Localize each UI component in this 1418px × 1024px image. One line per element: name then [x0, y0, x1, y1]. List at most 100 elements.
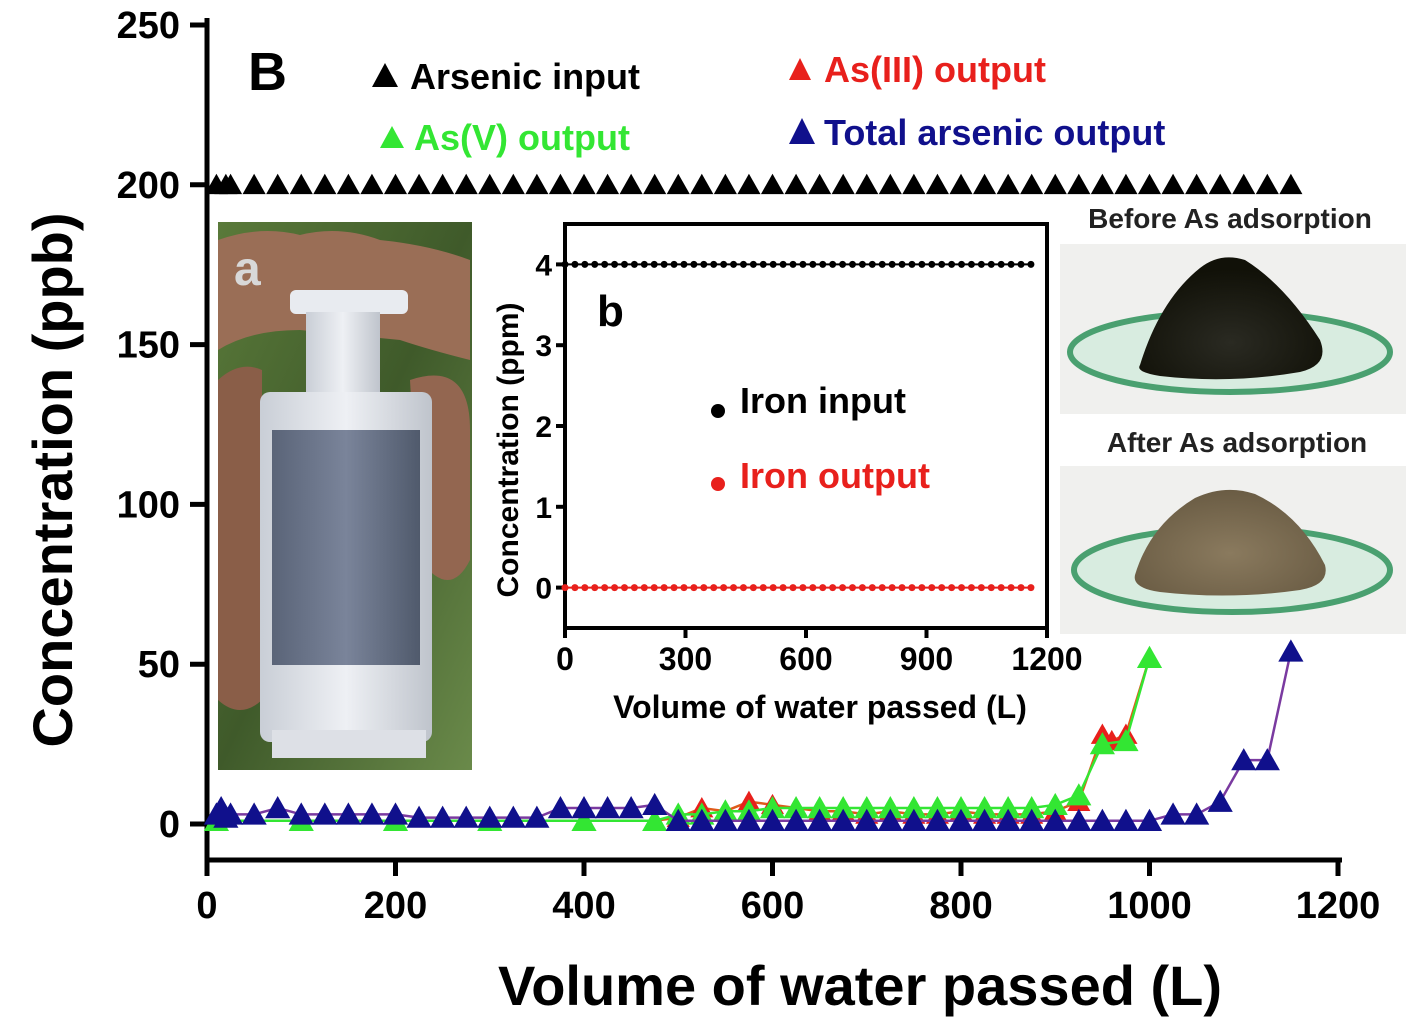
- point-arsenic-input: [454, 173, 478, 195]
- point-as5-output: [971, 796, 998, 819]
- point-total-output: [783, 808, 809, 832]
- main-x-tick-label: 1000: [1107, 885, 1192, 927]
- point-iron-input: [987, 260, 995, 268]
- point-iron-output: [620, 584, 628, 592]
- point-iron-input: [967, 260, 975, 268]
- point-iron-output: [918, 584, 926, 592]
- point-as5-output: [759, 796, 786, 819]
- inset-x-axis-label: Volume of water passed (L): [613, 689, 1027, 725]
- point-total-output: [948, 808, 974, 832]
- filter-cartridge-photo: a: [218, 222, 472, 770]
- main-x-tick-label: 800: [929, 885, 992, 927]
- point-iron-input: [581, 260, 589, 268]
- legend-marker-arsenic-input: [372, 63, 398, 87]
- main-y-tick-label: 200: [117, 165, 180, 207]
- point-total-output: [335, 802, 361, 825]
- point-total-output: [241, 802, 267, 825]
- point-arsenic-input: [1043, 173, 1067, 195]
- point-iron-output: [769, 584, 777, 592]
- legend-label-arsenic-input: Arsenic input: [410, 56, 640, 97]
- inset-y-tick-label: 1: [535, 492, 552, 525]
- series-iron-input: [561, 260, 1035, 268]
- point-iron-output: [601, 584, 609, 592]
- point-iron-input: [710, 260, 718, 268]
- point-arsenic-input: [219, 173, 243, 195]
- point-iron-output: [591, 584, 599, 592]
- point-iron-input: [1017, 260, 1025, 268]
- point-iron-output: [958, 584, 966, 592]
- point-iron-output: [571, 584, 579, 592]
- point-iron-output: [779, 584, 787, 592]
- point-total-output: [712, 808, 738, 832]
- point-total-output: [830, 808, 856, 832]
- point-iron-input: [928, 260, 936, 268]
- point-arsenic-input: [266, 173, 290, 195]
- point-iron-output: [878, 584, 886, 592]
- cartridge-cap: [290, 290, 408, 314]
- point-iron-output: [809, 584, 817, 592]
- point-iron-output: [868, 584, 876, 592]
- point-iron-output: [1027, 584, 1035, 592]
- point-iron-input: [571, 260, 579, 268]
- point-arsenic-input: [1020, 173, 1044, 195]
- point-total-output: [1231, 748, 1257, 771]
- point-iron-input: [620, 260, 628, 268]
- point-iron-input: [591, 260, 599, 268]
- point-iron-input: [630, 260, 638, 268]
- point-as5-output: [1136, 645, 1163, 669]
- point-iron-output: [987, 584, 995, 592]
- point-as5-output: [948, 796, 974, 819]
- point-iron-input: [888, 260, 896, 268]
- point-iron-output: [739, 584, 747, 592]
- point-iron-input: [601, 260, 609, 268]
- inset-x-tick-label: 600: [779, 641, 832, 677]
- point-total-output: [1042, 808, 1068, 832]
- point-total-output: [1089, 808, 1115, 832]
- point-iron-output: [967, 584, 975, 592]
- point-as5-output: [901, 796, 927, 819]
- legend-marker-total-output: [789, 118, 815, 144]
- point-total-output: [1066, 808, 1092, 832]
- inset-x-tick-label: 1200: [1011, 641, 1082, 677]
- point-arsenic-input: [1185, 173, 1209, 195]
- point-as5-output: [1066, 783, 1092, 806]
- point-iron-input: [700, 260, 708, 268]
- inset-x-tick-label: 900: [900, 641, 953, 677]
- legend-label-as3-output: As(III) output: [824, 49, 1046, 90]
- point-iron-output: [997, 584, 1005, 592]
- point-iron-output: [660, 584, 668, 592]
- point-arsenic-input: [501, 173, 525, 195]
- point-total-output: [1207, 789, 1233, 812]
- point-arsenic-input: [925, 173, 949, 195]
- point-total-output: [1019, 808, 1045, 832]
- point-iron-input: [1007, 260, 1015, 268]
- point-arsenic-input: [1161, 173, 1185, 195]
- point-iron-input: [640, 260, 648, 268]
- point-iron-input: [650, 260, 658, 268]
- point-arsenic-input: [996, 173, 1020, 195]
- point-total-output: [265, 796, 291, 819]
- point-arsenic-input: [831, 173, 855, 195]
- point-total-output: [477, 805, 503, 828]
- adsorbent-photos: Before As adsorption After As adsorption: [1060, 203, 1406, 634]
- main-y-axis-label: Concentration (ppb): [21, 212, 84, 747]
- point-total-output: [642, 792, 668, 816]
- point-total-output: [524, 805, 550, 828]
- inset-series: [561, 260, 1035, 592]
- point-iron-output: [650, 584, 658, 592]
- point-iron-output: [640, 584, 648, 592]
- point-arsenic-input: [596, 173, 620, 195]
- point-arsenic-input: [973, 173, 997, 195]
- point-iron-output: [1007, 584, 1015, 592]
- point-iron-input: [868, 260, 876, 268]
- point-as5-output: [783, 796, 809, 819]
- point-arsenic-input: [1208, 173, 1232, 195]
- main-legend: Arsenic input As(III) output As(V) outpu…: [372, 49, 1165, 158]
- main-x-tick-label: 600: [741, 885, 804, 927]
- point-iron-output: [720, 584, 728, 592]
- inset-y-ticks: 0 1 2 3 4: [535, 249, 565, 606]
- panel-label: B: [248, 42, 287, 102]
- point-total-output: [382, 802, 409, 825]
- main-x-tick-label: 200: [364, 885, 427, 927]
- point-total-output: [1160, 802, 1186, 825]
